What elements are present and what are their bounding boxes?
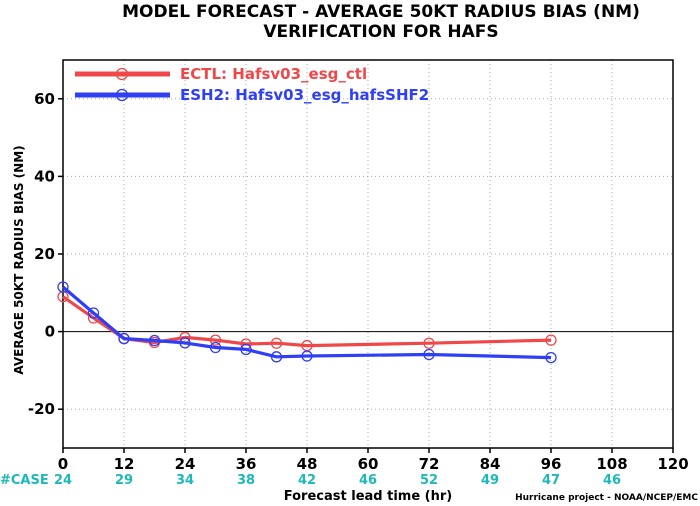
case-count: 34 [176, 473, 194, 488]
case-count: 46 [603, 473, 621, 488]
x-tick-label: 96 [541, 455, 562, 473]
credit-text: Hurricane project - NOAA/NCEP/EMC [515, 493, 698, 503]
y-tick-label: 20 [34, 245, 55, 263]
x-tick-label: 36 [236, 455, 257, 473]
case-count: 49 [481, 473, 499, 488]
case-count: 38 [237, 473, 255, 488]
data-point [179, 337, 191, 349]
data-point [423, 337, 435, 349]
x-axis-label: Forecast lead time (hr) [284, 489, 452, 504]
x-tick-label: 72 [419, 455, 440, 473]
legend-label: ESH2: Hafsv03_esg_hafsSHF2 [180, 86, 429, 104]
chart-title: MODEL FORECAST - AVERAGE 50KT RADIUS BIA… [122, 2, 640, 22]
y-tick-label: -20 [28, 400, 55, 418]
data-point [209, 334, 222, 346]
series-2 [57, 281, 557, 364]
case-count: 24 [54, 473, 72, 488]
series-line [61, 285, 552, 360]
legend-item-2: ESH2: Hafsv03_esg_hafsSHF2 [75, 86, 429, 104]
y-tick-label: 60 [34, 90, 55, 108]
case-count: 47 [542, 473, 560, 488]
x-tick-label: 24 [175, 455, 196, 473]
y-tick-label: 40 [34, 167, 55, 185]
x-tick-label: 120 [657, 455, 688, 473]
data-point [545, 351, 557, 364]
legend-swatch-marker [115, 88, 129, 102]
y-tick-label: 0 [45, 323, 55, 341]
data-point [270, 351, 283, 363]
case-counts: 24 29 34 38 42 46 52 49 47 46 [54, 473, 621, 488]
data-point [87, 307, 100, 319]
x-tick-label: 48 [297, 455, 318, 473]
grid [63, 60, 673, 448]
case-count: 46 [359, 473, 377, 488]
y-axis-ticks: -20 0 20 40 60 [28, 90, 63, 418]
x-tick-label: 12 [114, 455, 135, 473]
data-point [240, 343, 252, 356]
legend-item-1: ECTL: Hafsv03_esg_ctl [75, 65, 367, 83]
y-axis-label: AVERAGE 50KT RADIUS BIAS (NM) [12, 145, 26, 374]
legend-label: ECTL: Hafsv03_esg_ctl [180, 65, 367, 83]
data-point [301, 350, 313, 362]
data-point [545, 334, 557, 346]
case-count: 52 [420, 473, 438, 488]
chart-subtitle: VERIFICATION FOR HAFS [263, 22, 498, 42]
series-layer [57, 281, 557, 364]
data-point [118, 332, 130, 345]
case-label: #CASE [0, 473, 49, 488]
x-tick-label: 0 [58, 455, 68, 473]
data-point [423, 348, 435, 361]
x-tick-label: 60 [358, 455, 379, 473]
legend: ECTL: Hafsv03_esg_ctl ESH2: Hafsv03_esg_h… [75, 65, 429, 104]
legend-swatch-marker [115, 67, 129, 81]
data-point [57, 281, 69, 293]
case-count: 42 [298, 473, 316, 488]
data-point [148, 334, 161, 347]
x-tick-label: 84 [480, 455, 501, 473]
case-count: 29 [115, 473, 133, 488]
x-tick-label: 108 [596, 455, 627, 473]
data-point [209, 341, 222, 354]
data-point [270, 337, 283, 349]
x-axis-ticks: 0 12 24 36 48 60 72 84 96 108 120 [58, 448, 689, 473]
